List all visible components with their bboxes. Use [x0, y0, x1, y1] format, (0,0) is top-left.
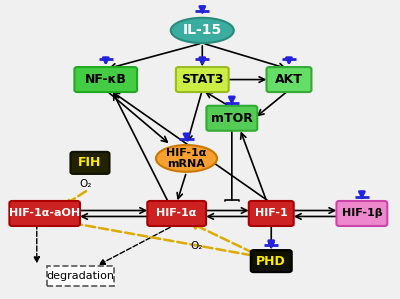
- Text: FIH: FIH: [78, 156, 102, 170]
- Text: STAT3: STAT3: [181, 73, 224, 86]
- Text: HIF-1α-aOH: HIF-1α-aOH: [9, 208, 80, 219]
- FancyBboxPatch shape: [336, 201, 387, 226]
- Text: HIF-1α: HIF-1α: [156, 208, 197, 219]
- Text: mTOR: mTOR: [211, 112, 253, 125]
- FancyBboxPatch shape: [249, 201, 294, 226]
- Text: NF-κB: NF-κB: [85, 73, 127, 86]
- Text: degradation: degradation: [46, 271, 114, 281]
- Ellipse shape: [156, 145, 217, 172]
- Text: PHD: PHD: [256, 255, 286, 268]
- FancyBboxPatch shape: [47, 266, 114, 286]
- FancyBboxPatch shape: [266, 67, 312, 92]
- Text: HIF-1β: HIF-1β: [342, 208, 382, 219]
- Text: O₂: O₂: [80, 179, 92, 189]
- FancyBboxPatch shape: [9, 201, 80, 226]
- Text: HIF-1α
mRNA: HIF-1α mRNA: [166, 148, 207, 169]
- FancyBboxPatch shape: [70, 152, 110, 174]
- FancyBboxPatch shape: [147, 201, 206, 226]
- Text: AKT: AKT: [275, 73, 303, 86]
- Ellipse shape: [171, 18, 234, 43]
- Text: HIF-1: HIF-1: [255, 208, 288, 219]
- FancyBboxPatch shape: [74, 67, 137, 92]
- FancyBboxPatch shape: [251, 250, 292, 272]
- Text: IL-15: IL-15: [183, 23, 222, 37]
- Text: O₂: O₂: [190, 241, 202, 251]
- FancyBboxPatch shape: [176, 67, 229, 92]
- FancyBboxPatch shape: [206, 106, 257, 131]
